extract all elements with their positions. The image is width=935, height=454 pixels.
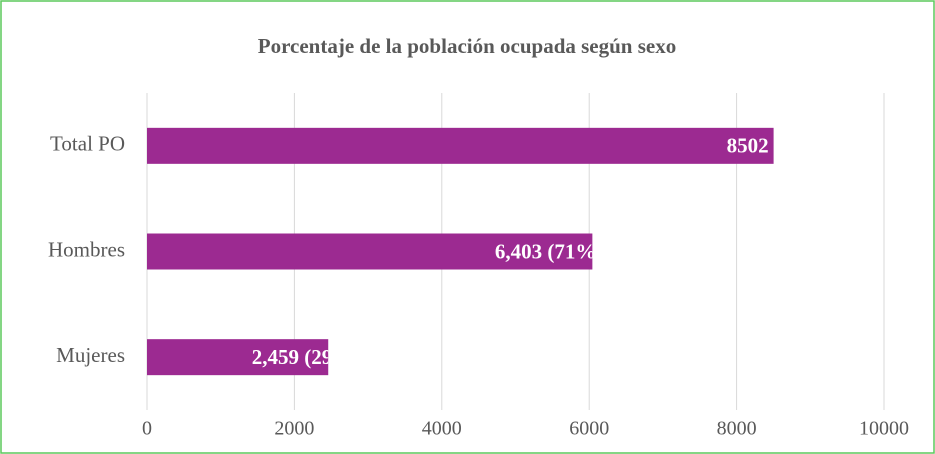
x-tick-label: 4000: [422, 418, 462, 440]
data-label: 8502: [727, 134, 769, 158]
x-tick-label: 0: [142, 418, 152, 440]
y-tick-label: Mujeres: [56, 343, 125, 367]
y-tick-label: Hombres: [48, 237, 125, 261]
x-tick-label: 10000: [859, 418, 909, 440]
x-tick-label: 8000: [717, 418, 757, 440]
data-label: 6,403 (71%: [495, 239, 597, 263]
x-tick-label: 6000: [569, 418, 609, 440]
bar: [147, 339, 329, 376]
x-tick-label: 2000: [274, 418, 314, 440]
y-tick-label: Total PO: [50, 132, 125, 156]
bar: [147, 127, 774, 164]
chart-title: Porcentaje de la población ocupada según…: [258, 34, 676, 58]
data-label: 2,459 (29: [252, 345, 333, 369]
bar: [147, 233, 593, 270]
